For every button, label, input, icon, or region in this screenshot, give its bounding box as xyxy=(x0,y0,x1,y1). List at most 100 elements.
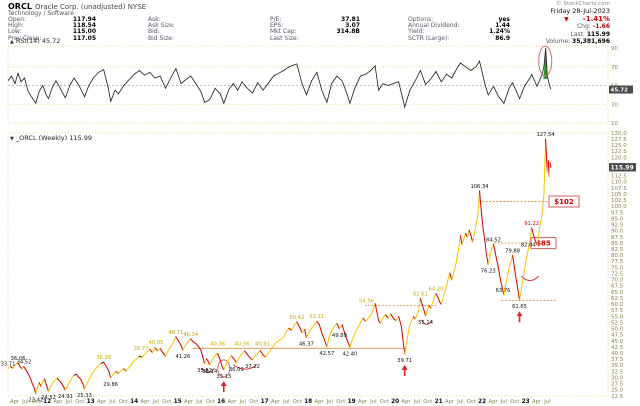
price-line-segment xyxy=(225,358,230,365)
price-line-segment xyxy=(311,324,315,329)
x-axis-month-label: Oct xyxy=(32,399,41,405)
quote-col-price: Open: 117.94 High: 118.54 Low: 115.00 Prev … xyxy=(8,16,96,42)
price-legend[interactable]: ▼ _ORCL (Weekly) 115.99 xyxy=(10,134,92,142)
rounded-bottom-arc-3 xyxy=(520,275,540,282)
price-annotation-label: 61.65 xyxy=(512,304,527,310)
price-line-segment xyxy=(108,370,112,379)
price-line-segment xyxy=(458,235,461,250)
price-line-segment xyxy=(52,379,56,384)
price-axis-label: 120.0 xyxy=(611,155,627,161)
price-line-segment xyxy=(539,213,543,224)
price-axis-label: 130.0 xyxy=(611,131,627,137)
price-line-segment xyxy=(318,324,323,335)
rsi-axis-label: 70 xyxy=(611,65,618,71)
price-line-segment xyxy=(333,323,338,328)
price-annotation-label: 39.71 xyxy=(397,358,412,364)
price-line-segment xyxy=(515,278,519,290)
price-line-segment xyxy=(95,365,99,370)
price-line-segment xyxy=(37,382,40,388)
x-axis-month-label: Oct xyxy=(162,399,171,405)
price-line-segment xyxy=(395,315,400,322)
price-axis-label: 40.0 xyxy=(611,351,624,357)
price-line-segment xyxy=(14,362,19,366)
price-axis-label: 67.5 xyxy=(611,284,624,290)
price-line-segment xyxy=(480,210,484,229)
price-line-segment xyxy=(128,363,133,368)
price-annotation-label: 50.42 xyxy=(289,315,304,321)
price-annotation-label: 35.14 xyxy=(202,369,218,375)
price-line-segment xyxy=(131,360,135,365)
price-annotation-label: 46.34 xyxy=(183,332,199,338)
price-line-segment xyxy=(527,239,531,250)
price-axis-label: 105.0 xyxy=(611,192,627,198)
price-annotation-label: 54.56 xyxy=(359,298,374,304)
price-line-segment xyxy=(288,327,293,331)
volume-row: Volume: 35,381,696 xyxy=(545,38,610,46)
price-flag-box xyxy=(548,195,580,208)
rsi-legend[interactable]: ▲ RSI(14) 45.72 xyxy=(10,37,60,45)
price-annotation-label: 36.06 xyxy=(11,356,26,362)
x-axis-month-label: Oct xyxy=(423,399,432,405)
price-axis-label: 97.5 xyxy=(611,210,624,216)
price-line-segment xyxy=(167,346,172,352)
price-line-segment xyxy=(449,272,453,281)
price-annotation-label: 106.34 xyxy=(470,184,489,190)
x-axis-month-label: Oct xyxy=(206,399,215,405)
volume-value: 35,381,696 xyxy=(572,38,610,46)
price-line-segment xyxy=(473,224,477,235)
price-line-segment xyxy=(195,343,200,348)
price-axis-label: 110.0 xyxy=(611,180,627,186)
price-line-segment xyxy=(149,348,153,354)
rsi-panel-border xyxy=(7,45,609,124)
price-line-segment xyxy=(477,190,481,216)
price-annotation-label: 24.91 xyxy=(58,394,73,400)
price-line-segment xyxy=(444,285,447,293)
x-axis-year-label: 17 xyxy=(261,399,269,405)
price-annotation-label: 52.11 xyxy=(309,314,324,320)
price-line-segment xyxy=(178,340,182,347)
price-line-segment xyxy=(503,284,507,296)
price-line-segment xyxy=(452,266,456,275)
price-line-segment xyxy=(272,342,277,347)
price-line-segment xyxy=(430,302,434,309)
rounded-bottom-arc-0 xyxy=(201,367,215,374)
price-line-segment xyxy=(492,243,496,254)
price-line-segment xyxy=(402,339,406,355)
price-line-segment xyxy=(198,346,202,352)
price-line-segment xyxy=(75,373,79,378)
price-line-segment xyxy=(487,255,491,266)
price-line-segment xyxy=(459,235,463,246)
price-line-segment xyxy=(223,363,227,371)
price-line-segment xyxy=(543,165,546,196)
price-line-segment xyxy=(105,365,110,372)
price-annotation-label: 42.57 xyxy=(319,351,334,357)
price-axis-label: 102.5 xyxy=(611,198,627,204)
x-axis-year-label: 22 xyxy=(478,399,486,405)
up-arrow-stem xyxy=(222,385,225,392)
price-axis-label: 80.0 xyxy=(611,253,624,259)
rounded-bottom-arc-2 xyxy=(420,319,433,325)
price-line-segment xyxy=(259,349,264,356)
price-line-segment xyxy=(376,311,380,322)
price-line-segment xyxy=(531,227,534,236)
price-line-segment xyxy=(407,324,411,334)
price-annotation-label: 40.91 xyxy=(255,341,270,347)
price-line-segment xyxy=(23,366,27,371)
price-annotation-label: 40.05 xyxy=(148,340,163,346)
price-axis-label: 85.0 xyxy=(611,241,624,247)
price-line-segment xyxy=(27,373,32,380)
quote-col-fundamentals: P/E: 37.81 EPS: 3.07 Mkt Cap: 314.8B Last S… xyxy=(270,16,360,42)
x-axis-month-label: Jul xyxy=(543,399,550,405)
x-axis-month-label: Oct xyxy=(249,399,258,405)
x-axis-year-label: 15 xyxy=(174,399,182,405)
price-axis-label: 57.5 xyxy=(611,308,624,314)
price-annotation-label: 37.22 xyxy=(245,364,260,370)
price-annotation-label: 49.89 xyxy=(332,333,347,339)
price-line-segment xyxy=(470,234,474,243)
price-line-segment xyxy=(45,384,49,392)
price-line-segment xyxy=(64,384,69,391)
quote-header: ORCL Oracle Corp. (unadjusted) NYSE Techn… xyxy=(0,0,640,46)
price-axis-label: 95.0 xyxy=(611,216,624,222)
x-axis-month-label: Apr xyxy=(54,399,64,405)
